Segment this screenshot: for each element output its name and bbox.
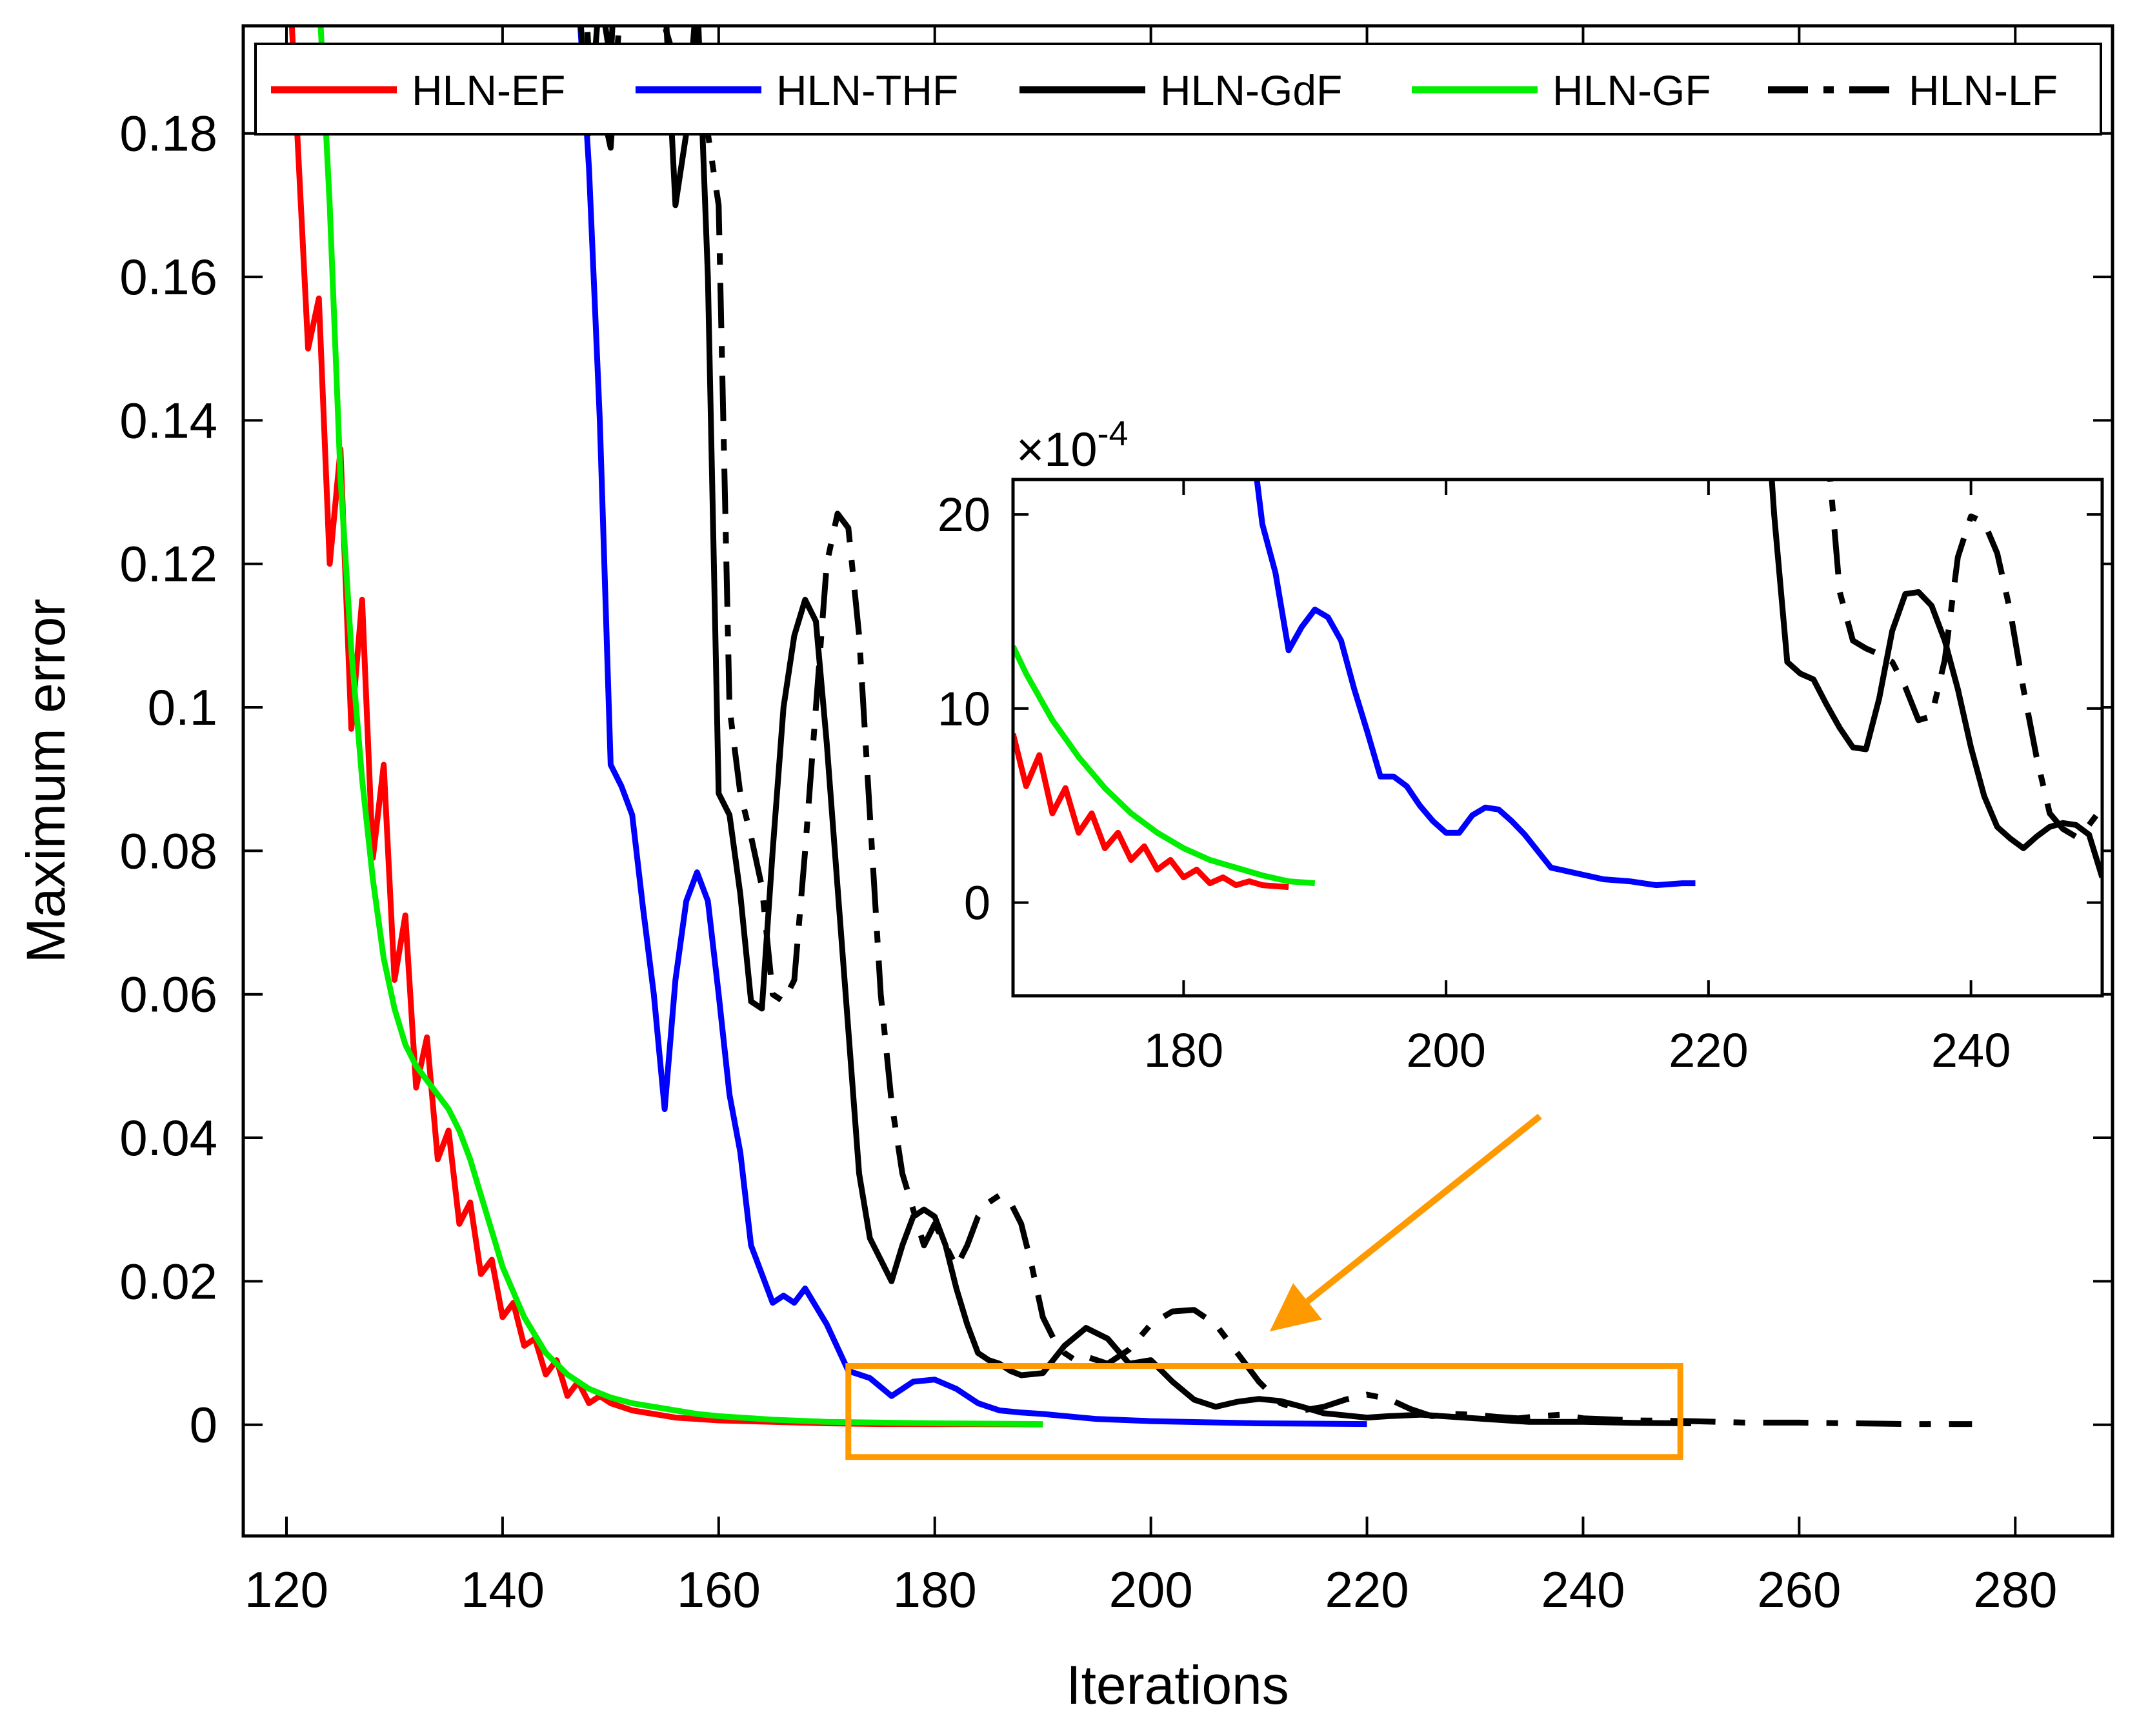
main-axes-frame xyxy=(241,24,2114,1538)
x-tick-label: 240 xyxy=(1541,1561,1625,1618)
y-axis-label: Maximum error xyxy=(15,599,76,964)
x-axis-label: Iterations xyxy=(1066,1655,1289,1715)
inset-multiplier-label: ×10-4 xyxy=(1016,414,1129,476)
y-tick-label: 0.16 xyxy=(119,248,217,305)
y-tick-label: 0.06 xyxy=(119,966,217,1023)
inset-y-tick-label: 20 xyxy=(938,488,990,541)
legend-label-hln-lf: HLN-LF xyxy=(1909,66,2058,114)
inset-x-tick-label: 180 xyxy=(1144,1024,1223,1077)
inset-x-tick-label: 240 xyxy=(1931,1024,2011,1077)
y-tick-label: 0.18 xyxy=(119,105,217,162)
legend-label-hln-thf: HLN-THF xyxy=(776,66,958,114)
series-line-hln-gf xyxy=(317,26,1043,1428)
inset-y-tick-label: 10 xyxy=(938,682,990,736)
y-tick-label: 0.08 xyxy=(119,822,217,879)
x-tick-label: 140 xyxy=(461,1561,545,1618)
zoom-region-box xyxy=(845,1363,1683,1460)
inset-x-tick-label: 220 xyxy=(1669,1024,1748,1077)
inset-multiplier-exponent: -4 xyxy=(1098,414,1129,453)
series-line-hln-thf xyxy=(577,26,1367,1428)
inset-plot-area xyxy=(1013,479,2102,996)
x-tick-label: 260 xyxy=(1757,1561,1841,1618)
y-tick-label: 0.1 xyxy=(148,679,217,736)
x-tick-label: 280 xyxy=(1973,1561,2057,1618)
inset-series-line-hln-gdf xyxy=(1769,479,2102,878)
inset-y-tick-label: 0 xyxy=(964,876,990,930)
y-tick-label: 0.12 xyxy=(119,536,217,592)
inset-ticks-group: 180 200 220 240 0 10 20 xyxy=(938,479,2102,1077)
x-tick-label: 220 xyxy=(1325,1561,1409,1618)
series-line-hln-ef xyxy=(288,26,1043,1428)
main-series-group xyxy=(288,26,1972,1428)
inset-axes-frame xyxy=(1011,478,2104,998)
y-tick-label: 0.04 xyxy=(119,1109,217,1166)
inset-series-line-hln-lf xyxy=(1827,479,2102,840)
legend-label-hln-gdf: HLN-GdF xyxy=(1160,66,1342,114)
x-tick-label: 180 xyxy=(893,1561,977,1618)
zoom-annotation-group xyxy=(845,1113,1683,1460)
inset-series-group xyxy=(1013,479,2102,891)
y-tick-label: 0.02 xyxy=(119,1253,217,1309)
inset-x-tick-label: 200 xyxy=(1406,1024,1485,1077)
zoom-arrow-shaft xyxy=(1305,1113,1542,1304)
legend: HLN-EF HLN-THF HLN-GdF HLN-GF HLN-LF xyxy=(254,43,2102,136)
inset-series-line-hln-ef xyxy=(1013,732,1289,891)
inset-multiplier-base: ×10 xyxy=(1016,423,1098,476)
y-tick-label: 0 xyxy=(190,1397,217,1453)
series-line-hln-lf xyxy=(584,26,1972,1428)
inset-series-line-hln-thf xyxy=(1254,479,1696,889)
x-tick-label: 160 xyxy=(677,1561,761,1618)
x-tick-label: 200 xyxy=(1109,1561,1193,1618)
legend-label-hln-ef: HLN-EF xyxy=(412,66,565,114)
legend-label-hln-gf: HLN-GF xyxy=(1552,66,1711,114)
main-ticks-group: 120 140 160 180 200 220 240 260 28000.020.040.06… xyxy=(119,26,2113,1618)
x-tick-label: 120 xyxy=(245,1561,328,1618)
zoom-arrow-head xyxy=(1269,1283,1322,1332)
inset-series-line-hln-gf xyxy=(1013,645,1316,887)
y-tick-label: 0.14 xyxy=(119,392,217,449)
